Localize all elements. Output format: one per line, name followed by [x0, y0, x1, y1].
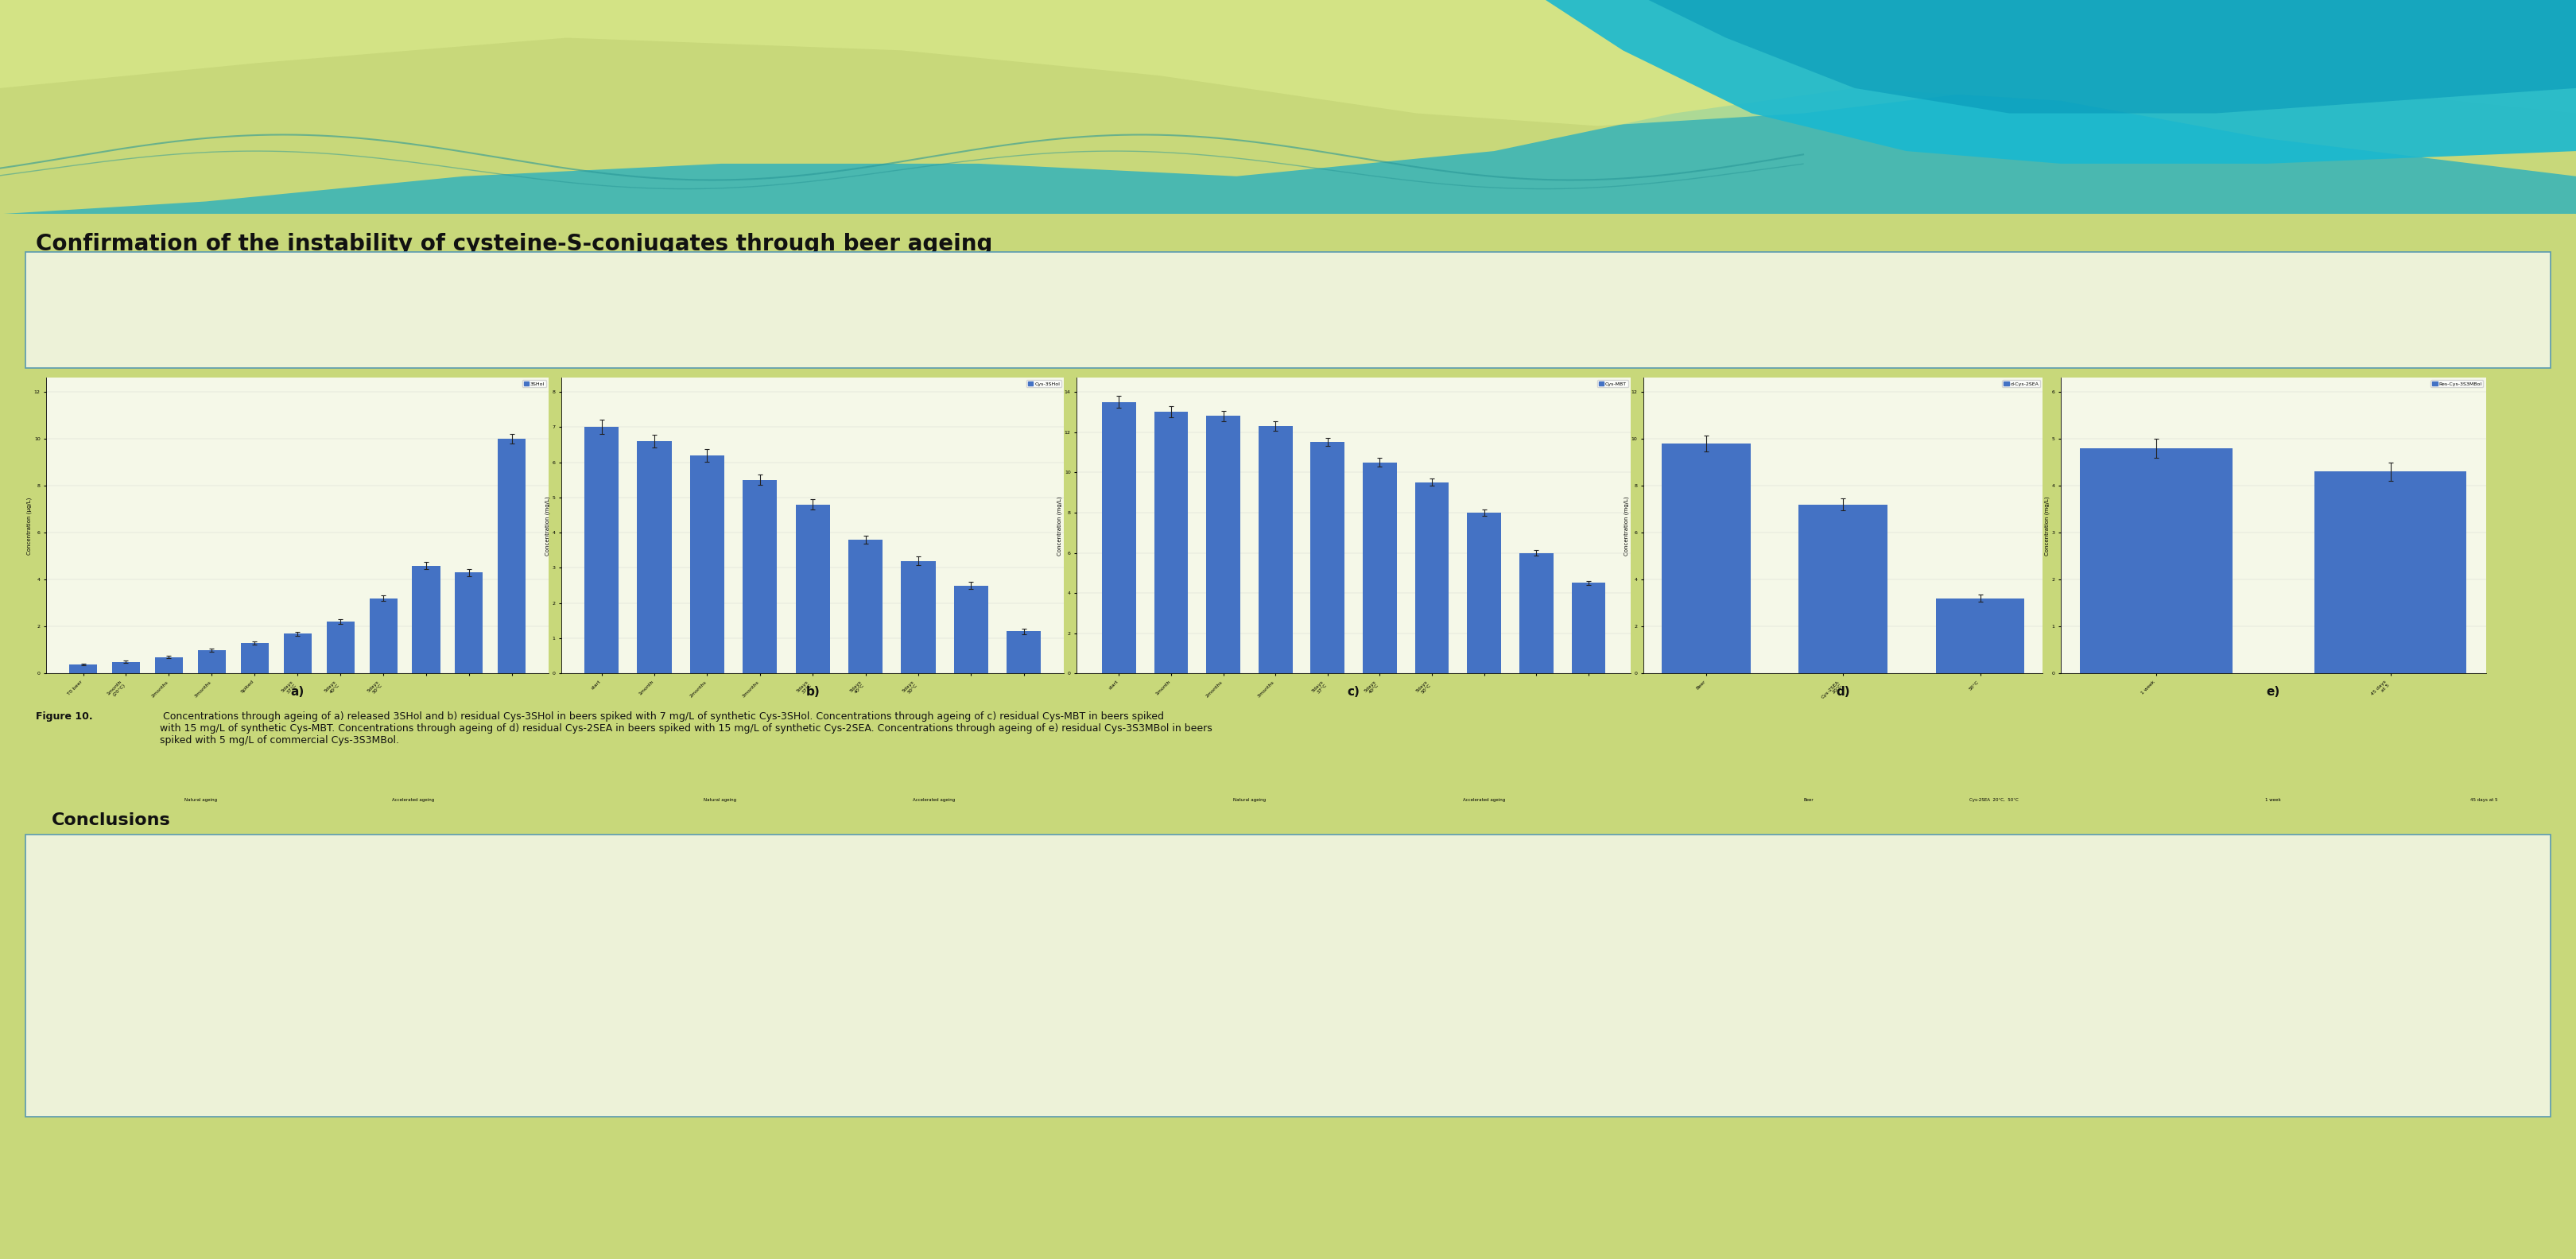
- Text: Accelerated ageing: Accelerated ageing: [392, 798, 435, 802]
- Bar: [690, 456, 724, 674]
- Text: Natural ageing: Natural ageing: [185, 798, 216, 802]
- Text: Beer: Beer: [1803, 798, 1814, 802]
- Polygon shape: [1649, 0, 2576, 113]
- Bar: [1103, 402, 1136, 674]
- Bar: [456, 573, 482, 674]
- Text: "Dual" hops are characterized by high contents of both terpenols (+ glucosides) : "Dual" hops are characterized by high co…: [41, 846, 1100, 893]
- Bar: [497, 438, 526, 674]
- Text: Cys-2SEA  20°C,  50°C: Cys-2SEA 20°C, 50°C: [1968, 798, 2020, 802]
- Bar: [412, 565, 440, 674]
- Bar: [1260, 426, 1293, 674]
- Text: 1 week: 1 week: [2264, 798, 2282, 802]
- Y-axis label: Concentration (mg/L): Concentration (mg/L): [1056, 496, 1061, 555]
- Bar: [2313, 472, 2468, 674]
- Text: c): c): [1347, 686, 1360, 697]
- Polygon shape: [0, 0, 2576, 214]
- Bar: [636, 441, 672, 674]
- Legend: Cys-MBT: Cys-MBT: [1597, 380, 1628, 388]
- Bar: [585, 427, 618, 674]
- Text: Accelerated ageing: Accelerated ageing: [1463, 798, 1504, 802]
- Bar: [1363, 462, 1396, 674]
- FancyBboxPatch shape: [26, 252, 2550, 368]
- Bar: [742, 480, 778, 674]
- Text: Felinine and synthesized cysteine-S-conjugates were spiked into a commercial bee: Felinine and synthesized cysteine-S-conj…: [41, 261, 1198, 283]
- FancyBboxPatch shape: [26, 835, 2550, 1117]
- Text: Natural ageing: Natural ageing: [703, 798, 737, 802]
- Bar: [1468, 512, 1502, 674]
- Y-axis label: Concentration (μg/L): Concentration (μg/L): [26, 497, 31, 554]
- Bar: [70, 665, 98, 674]
- Bar: [283, 633, 312, 674]
- Text: Concentrations through ageing of a) released 3SHol and b) residual Cys-3SHol in : Concentrations through ageing of a) rele…: [160, 711, 1213, 745]
- Bar: [327, 622, 355, 674]
- Legend: Cys-3SHol: Cys-3SHol: [1028, 380, 1061, 388]
- Polygon shape: [1546, 0, 2576, 164]
- Bar: [1798, 505, 1888, 674]
- Bar: [1007, 631, 1041, 674]
- Y-axis label: Concentration (mg/L): Concentration (mg/L): [2045, 496, 2050, 555]
- Bar: [953, 585, 989, 674]
- Bar: [240, 643, 268, 674]
- Polygon shape: [0, 0, 2576, 126]
- Text: Confirmation of the instability of cysteine-S-conjugates through beer ageing: Confirmation of the instability of cyste…: [36, 233, 992, 256]
- Bar: [113, 662, 139, 674]
- Y-axis label: Concentration (mg/L): Concentration (mg/L): [1623, 496, 1628, 555]
- Bar: [155, 657, 183, 674]
- Bar: [198, 650, 227, 674]
- Bar: [902, 560, 935, 674]
- Text: a): a): [291, 686, 304, 697]
- Bar: [1935, 598, 2025, 674]
- Text: Conclusions: Conclusions: [52, 812, 170, 828]
- Text: Natural ageing: Natural ageing: [1234, 798, 1265, 802]
- Bar: [1662, 443, 1752, 674]
- Legend: Res-Cys-3S3MBol: Res-Cys-3S3MBol: [2432, 380, 2483, 388]
- Bar: [1154, 412, 1188, 674]
- Polygon shape: [0, 0, 2576, 214]
- Text: Figure 10.: Figure 10.: [36, 711, 93, 721]
- Bar: [1311, 442, 1345, 674]
- Bar: [1571, 583, 1605, 674]
- Legend: 3SHol: 3SHol: [523, 380, 546, 388]
- Bar: [1414, 482, 1448, 674]
- Text: 45 days at 5: 45 days at 5: [2470, 798, 2499, 802]
- Bar: [796, 505, 829, 674]
- Legend: d-Cys-2SEA: d-Cys-2SEA: [2002, 380, 2040, 388]
- Text: e): e): [2267, 686, 2280, 697]
- Text: Accelerated ageing: Accelerated ageing: [912, 798, 956, 802]
- Bar: [848, 540, 884, 674]
- Bar: [368, 598, 397, 674]
- Bar: [2079, 448, 2233, 674]
- Text: d): d): [1837, 686, 1850, 697]
- Text: b): b): [806, 686, 819, 697]
- Bar: [1206, 415, 1239, 674]
- Y-axis label: Concentration (mg/L): Concentration (mg/L): [546, 496, 551, 555]
- Bar: [1520, 553, 1553, 674]
